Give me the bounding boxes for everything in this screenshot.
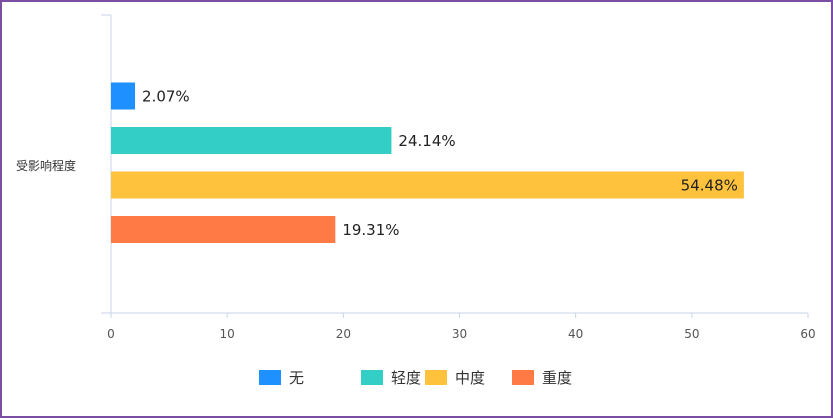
bar-1[interactable] [111, 127, 392, 154]
x-tick-label: 30 [452, 327, 467, 341]
data-labels-group: 2.07% 24.14% 54.48% 19.31% [142, 88, 738, 240]
axes-group: 受影响程度 [16, 14, 808, 314]
legend-item-2[interactable]: 中度 [425, 369, 485, 387]
legend-item-3[interactable]: 重度 [512, 369, 572, 387]
bars-group [111, 82, 744, 243]
legend-swatch [425, 370, 447, 385]
data-label-1: 24.14% [398, 132, 455, 150]
bar-3[interactable] [111, 216, 336, 243]
legend-label: 中度 [455, 369, 485, 387]
x-tick-label: 0 [107, 327, 115, 341]
y-category-label: 受影响程度 [16, 158, 76, 173]
data-label-3: 19.31% [342, 221, 399, 239]
legend-item-0[interactable]: 无 [259, 369, 304, 387]
legend-item-1[interactable]: 轻度 [361, 369, 421, 387]
x-tick-label: 10 [220, 327, 235, 341]
legend-swatch [512, 370, 534, 385]
legend-label: 轻度 [391, 369, 421, 387]
data-label-2: 54.48% [681, 177, 738, 195]
x-tick-label: 50 [684, 327, 699, 341]
legend-swatch [259, 370, 281, 385]
legend: 无 轻度 中度 重度 [259, 369, 572, 387]
legend-swatch [361, 370, 383, 385]
x-ticks-group: 0 10 20 30 40 50 60 [107, 313, 816, 341]
legend-label: 重度 [542, 369, 572, 387]
bar-2[interactable] [111, 171, 744, 199]
bar-0[interactable] [111, 82, 136, 110]
x-tick-label: 40 [568, 327, 583, 341]
x-tick-label: 60 [800, 327, 815, 341]
legend-label: 无 [289, 369, 304, 387]
x-tick-label: 20 [336, 327, 351, 341]
data-label-0: 2.07% [142, 88, 190, 106]
